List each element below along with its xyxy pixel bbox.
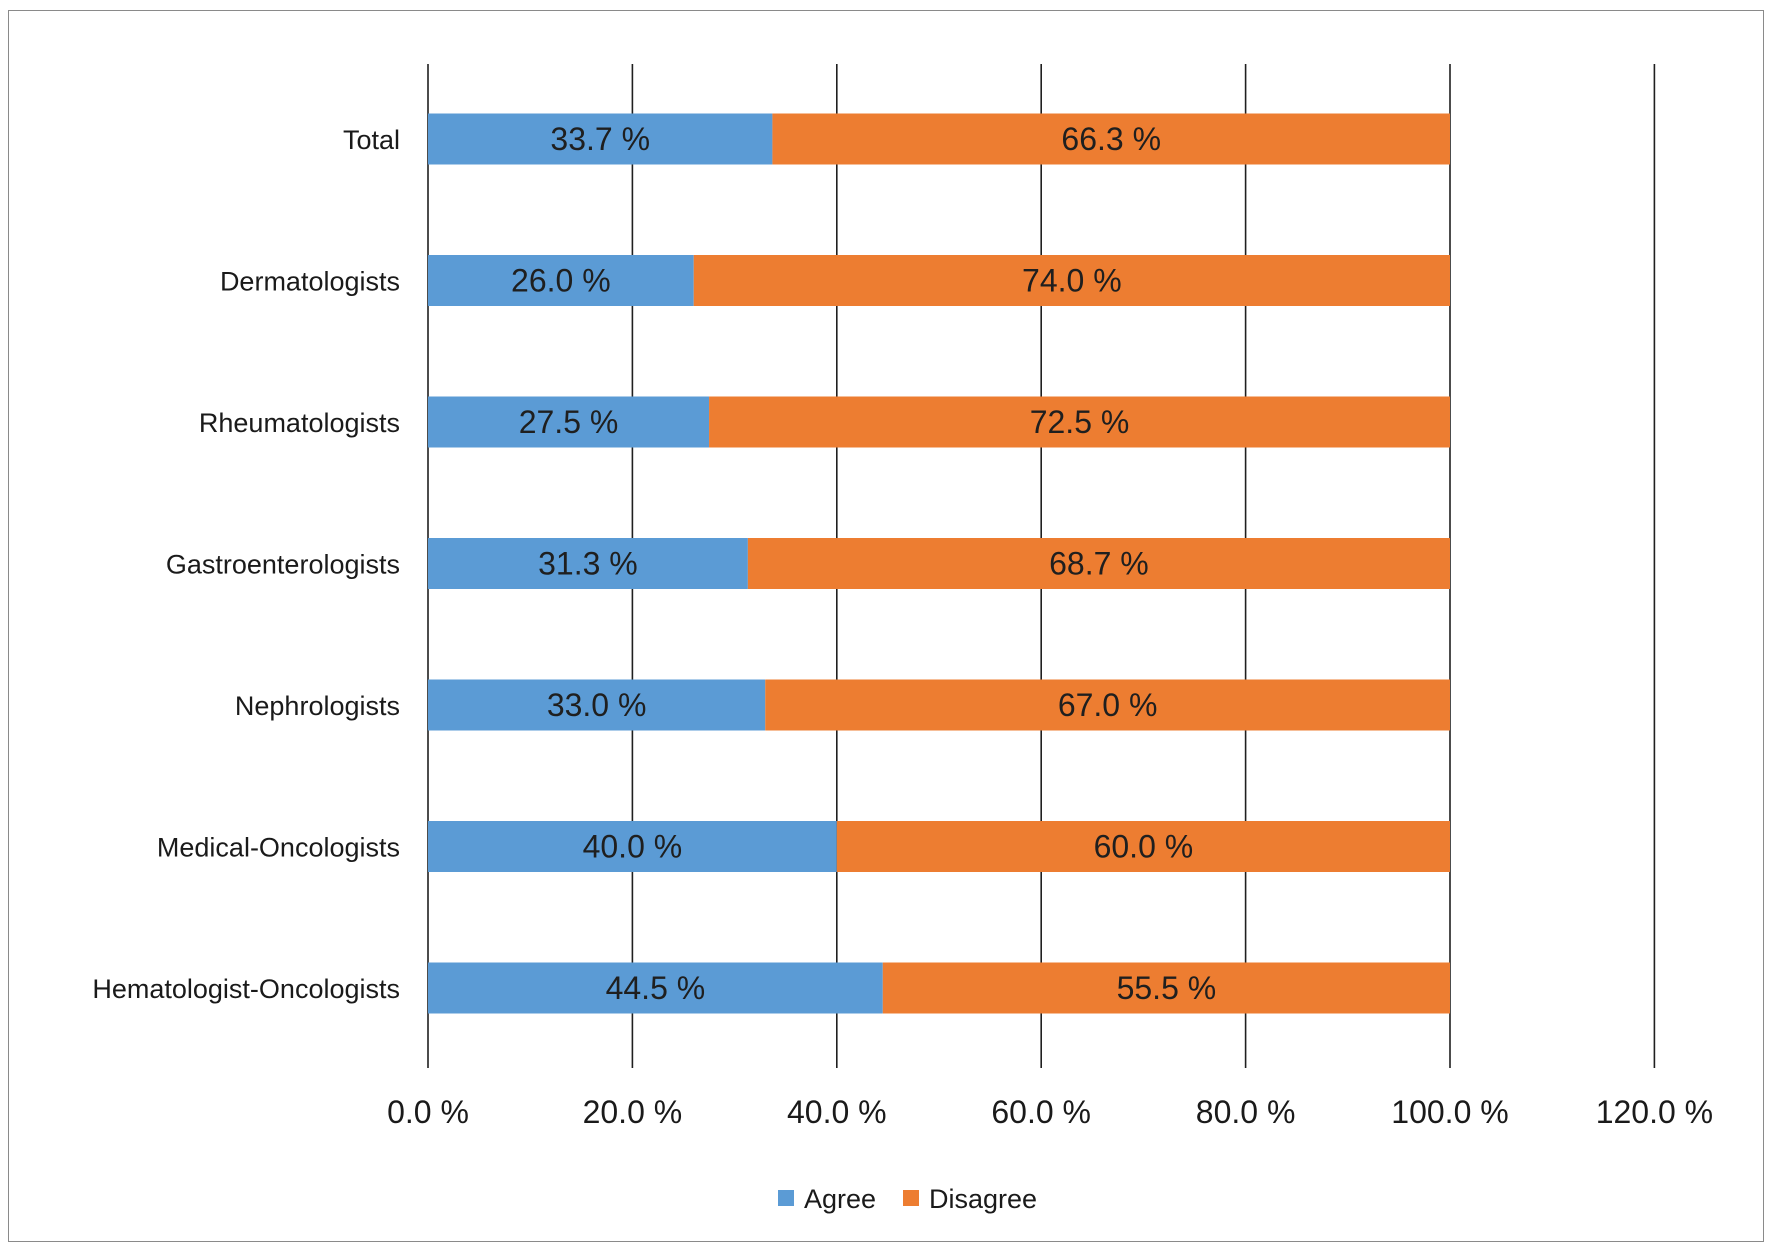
category-label-5: Medical-Oncologists xyxy=(157,833,400,863)
legend-swatch-disagree xyxy=(903,1190,919,1206)
bar-agree-0 xyxy=(428,113,773,165)
data-label-agree-6: 44.5 % xyxy=(606,970,706,1006)
x-tick-label-0: 0.0 % xyxy=(387,1094,469,1130)
data-label-disagree-5: 60.0 % xyxy=(1094,829,1194,865)
bar-agree-3 xyxy=(428,538,748,589)
category-labels: Total Dermatologists Rheumatologists Gastro… xyxy=(92,125,400,1004)
legend-label-disagree: Disagree xyxy=(929,1184,1037,1214)
bar-disagree-2 xyxy=(709,396,1450,448)
bar-agree-4 xyxy=(428,679,766,731)
category-label-4: Nephrologists xyxy=(235,691,400,721)
legend-label-agree: Agree xyxy=(804,1184,876,1214)
bar-disagree-5 xyxy=(836,821,1450,872)
legend: Agree Disagree xyxy=(778,1184,1037,1214)
bar-disagree-4 xyxy=(765,679,1450,731)
bar-agree-2 xyxy=(428,396,710,448)
legend-swatch-agree xyxy=(778,1190,794,1206)
x-tick-label-3: 60.0 % xyxy=(991,1094,1091,1130)
data-label-agree-3: 31.3 % xyxy=(538,546,638,582)
data-label-agree-5: 40.0 % xyxy=(583,829,683,865)
data-labels: 33.7 % 66.3 % 26.0 % 74.0 % 27.5 % 72.5 % 31.3… xyxy=(511,121,1216,1006)
bar-agree-6 xyxy=(428,962,883,1014)
data-label-agree-0: 33.7 % xyxy=(550,121,650,157)
x-tick-label-1: 20.0 % xyxy=(583,1094,683,1130)
data-label-agree-4: 33.0 % xyxy=(547,687,647,723)
data-label-disagree-3: 68.7 % xyxy=(1049,546,1149,582)
bars xyxy=(428,113,1450,1014)
data-label-disagree-4: 67.0 % xyxy=(1058,687,1158,723)
category-label-2: Rheumatologists xyxy=(199,408,400,438)
data-label-agree-1: 26.0 % xyxy=(511,263,611,299)
x-tick-label-5: 100.0 % xyxy=(1391,1094,1508,1130)
data-label-disagree-2: 72.5 % xyxy=(1030,404,1130,440)
x-tick-label-4: 80.0 % xyxy=(1196,1094,1296,1130)
bar-agree-1 xyxy=(428,255,694,306)
data-label-disagree-6: 55.5 % xyxy=(1117,970,1217,1006)
bar-disagree-1 xyxy=(693,255,1450,306)
bar-disagree-6 xyxy=(882,962,1450,1014)
x-axis-tick-labels: 0.0 % 20.0 % 40.0 % 60.0 % 80.0 % 100.0 % 120.… xyxy=(387,1094,1713,1130)
data-label-disagree-1: 74.0 % xyxy=(1022,263,1122,299)
bar-agree-5 xyxy=(428,821,837,872)
x-tick-label-6: 120.0 % xyxy=(1596,1094,1713,1130)
bar-disagree-3 xyxy=(747,538,1450,589)
data-label-disagree-0: 66.3 % xyxy=(1061,121,1161,157)
bar-disagree-0 xyxy=(772,113,1450,165)
chart-frame xyxy=(8,10,1764,1242)
data-label-agree-2: 27.5 % xyxy=(519,404,619,440)
category-label-6: Hematologist-Oncologists xyxy=(92,974,400,1004)
x-tick-label-2: 40.0 % xyxy=(787,1094,887,1130)
category-label-1: Dermatologists xyxy=(220,267,400,297)
category-label-0: Total xyxy=(343,125,400,155)
category-label-3: Gastroenterologists xyxy=(166,550,400,580)
